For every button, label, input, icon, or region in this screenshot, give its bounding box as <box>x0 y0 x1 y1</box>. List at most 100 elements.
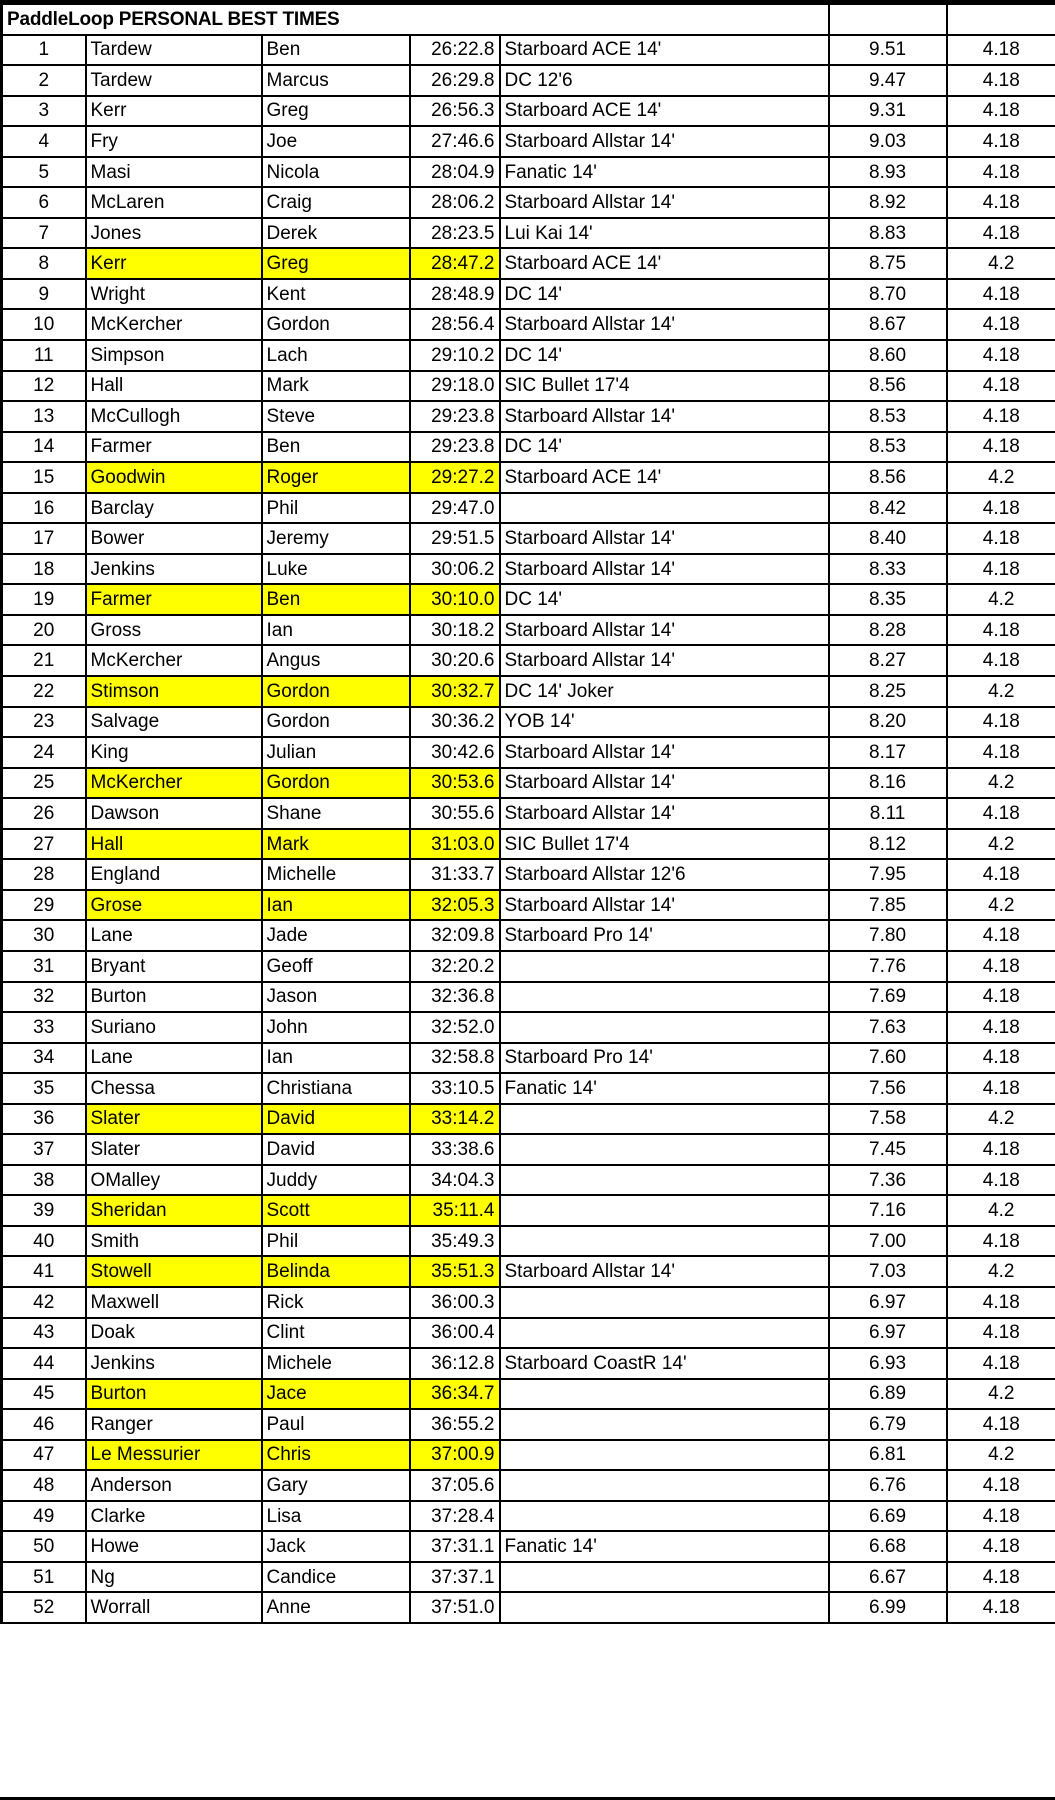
cell-time[interactable]: 32:58.8 <box>408 1041 501 1075</box>
cell-speed[interactable]: 9.03 <box>827 125 948 158</box>
cell-surname[interactable]: Chessa <box>84 1072 263 1105</box>
cell-speed[interactable]: 8.35 <box>827 583 948 616</box>
cell-rank[interactable]: 33 <box>0 1011 87 1044</box>
cell-rank[interactable]: 7 <box>0 216 87 250</box>
cell-speed[interactable]: 8.75 <box>827 247 948 280</box>
cell-extra[interactable]: 4.2 <box>945 888 1055 922</box>
cell-rank[interactable]: 3 <box>0 94 87 128</box>
cell-firstname[interactable]: Gary <box>260 1469 411 1502</box>
cell-firstname[interactable]: Marcus <box>260 64 411 97</box>
cell-firstname[interactable]: Lach <box>260 339 411 372</box>
cell-speed[interactable]: 7.69 <box>827 980 948 1014</box>
cell-extra[interactable]: 4.18 <box>945 1530 1055 1563</box>
cell-speed[interactable]: 9.51 <box>827 33 948 67</box>
cell-speed[interactable]: 7.16 <box>827 1194 948 1227</box>
cell-time[interactable]: 31:33.7 <box>408 858 501 891</box>
cell-board[interactable] <box>498 1438 830 1472</box>
cell-time[interactable]: 28:48.9 <box>408 277 501 311</box>
cell-surname[interactable]: Simpson <box>84 339 263 372</box>
cell-board[interactable]: Starboard Allstar 14' <box>498 186 830 219</box>
cell-firstname[interactable]: Luke <box>260 552 411 586</box>
cell-rank[interactable]: 1 <box>0 33 87 67</box>
cell-firstname[interactable]: Jason <box>260 980 411 1014</box>
cell-rank[interactable]: 16 <box>0 491 87 525</box>
cell-speed[interactable]: 6.89 <box>827 1377 948 1411</box>
cell-surname[interactable]: Slater <box>84 1102 263 1136</box>
cell-surname[interactable]: Hall <box>84 369 263 403</box>
cell-rank[interactable]: 45 <box>0 1377 87 1411</box>
cell-board[interactable]: Starboard ACE 14' <box>498 461 830 494</box>
cell-surname[interactable]: Burton <box>84 1377 263 1411</box>
cell-surname[interactable]: Bower <box>84 522 263 555</box>
cell-surname[interactable]: Ranger <box>84 1408 263 1441</box>
cell-firstname[interactable]: John <box>260 1011 411 1044</box>
cell-time[interactable]: 35:51.3 <box>408 1255 501 1288</box>
cell-surname[interactable]: Maxwell <box>84 1285 263 1319</box>
cell-board[interactable]: Starboard Allstar 14' <box>498 1255 830 1288</box>
cell-surname[interactable]: Fry <box>84 125 263 158</box>
cell-time[interactable]: 34:04.3 <box>408 1163 501 1197</box>
cell-board[interactable] <box>498 1285 830 1319</box>
cell-extra[interactable]: 4.18 <box>945 705 1055 739</box>
cell-extra[interactable]: 4.2 <box>945 247 1055 280</box>
cell-time[interactable]: 31:03.0 <box>408 827 501 861</box>
cell-board[interactable] <box>498 949 830 983</box>
cell-speed[interactable]: 6.93 <box>827 1347 948 1380</box>
cell-board[interactable]: Starboard Allstar 14' <box>498 797 830 830</box>
cell-extra[interactable]: 4.18 <box>945 1041 1055 1075</box>
cell-surname[interactable]: England <box>84 858 263 891</box>
cell-board[interactable]: Starboard Allstar 14' <box>498 766 830 800</box>
cell-extra[interactable]: 4.18 <box>945 277 1055 311</box>
cell-surname[interactable]: Gross <box>84 613 263 647</box>
cell-speed[interactable]: 8.11 <box>827 797 948 830</box>
cell-board[interactable]: DC 14' <box>498 583 830 616</box>
cell-board[interactable]: Starboard ACE 14' <box>498 94 830 128</box>
cell-speed[interactable]: 8.92 <box>827 186 948 219</box>
cell-extra[interactable]: 4.18 <box>945 400 1055 433</box>
cell-board[interactable]: Fanatic 14' <box>498 1072 830 1105</box>
cell-firstname[interactable]: David <box>260 1133 411 1166</box>
cell-time[interactable]: 29:23.8 <box>408 430 501 464</box>
cell-firstname[interactable]: Juddy <box>260 1163 411 1197</box>
cell-firstname[interactable]: Jack <box>260 1530 411 1563</box>
cell-rank[interactable]: 23 <box>0 705 87 739</box>
cell-time[interactable]: 30:10.0 <box>408 583 501 616</box>
cell-firstname[interactable]: Jace <box>260 1377 411 1411</box>
cell-firstname[interactable]: Belinda <box>260 1255 411 1288</box>
cell-extra[interactable]: 4.18 <box>945 1499 1055 1533</box>
cell-surname[interactable]: Jenkins <box>84 1347 263 1380</box>
cell-board[interactable] <box>498 1011 830 1044</box>
cell-surname[interactable]: Grose <box>84 888 263 922</box>
cell-time[interactable]: 33:10.5 <box>408 1072 501 1105</box>
cell-time[interactable]: 28:23.5 <box>408 216 501 250</box>
cell-rank[interactable]: 48 <box>0 1469 87 1502</box>
cell-board[interactable]: Starboard Pro 14' <box>498 919 830 952</box>
cell-board[interactable]: DC 14' <box>498 277 830 311</box>
cell-rank[interactable]: 8 <box>0 247 87 280</box>
cell-time[interactable]: 37:51.0 <box>408 1591 501 1624</box>
cell-surname[interactable]: McKercher <box>84 308 263 342</box>
cell-firstname[interactable]: Steve <box>260 400 411 433</box>
cell-time[interactable]: 26:22.8 <box>408 33 501 67</box>
cell-speed[interactable]: 8.53 <box>827 400 948 433</box>
cell-rank[interactable]: 26 <box>0 797 87 830</box>
cell-extra[interactable]: 4.2 <box>945 1102 1055 1136</box>
cell-firstname[interactable]: Clint <box>260 1316 411 1350</box>
cell-speed[interactable]: 6.69 <box>827 1499 948 1533</box>
cell-extra[interactable]: 4.2 <box>945 675 1055 708</box>
cell-firstname[interactable]: Roger <box>260 461 411 494</box>
cell-extra[interactable]: 4.18 <box>945 1163 1055 1197</box>
cell-rank[interactable]: 12 <box>0 369 87 403</box>
cell-board[interactable] <box>498 1316 830 1350</box>
cell-extra[interactable]: 4.2 <box>945 1255 1055 1288</box>
cell-time[interactable]: 29:10.2 <box>408 339 501 372</box>
cell-board[interactable]: YOB 14' <box>498 705 830 739</box>
cell-surname[interactable]: Lane <box>84 919 263 952</box>
cell-speed[interactable]: 7.80 <box>827 919 948 952</box>
cell-extra[interactable]: 4.18 <box>945 1347 1055 1380</box>
cell-rank[interactable]: 4 <box>0 125 87 158</box>
cell-rank[interactable]: 19 <box>0 583 87 616</box>
cell-firstname[interactable]: Greg <box>260 94 411 128</box>
cell-speed[interactable]: 7.36 <box>827 1163 948 1197</box>
cell-firstname[interactable]: Ben <box>260 33 411 67</box>
